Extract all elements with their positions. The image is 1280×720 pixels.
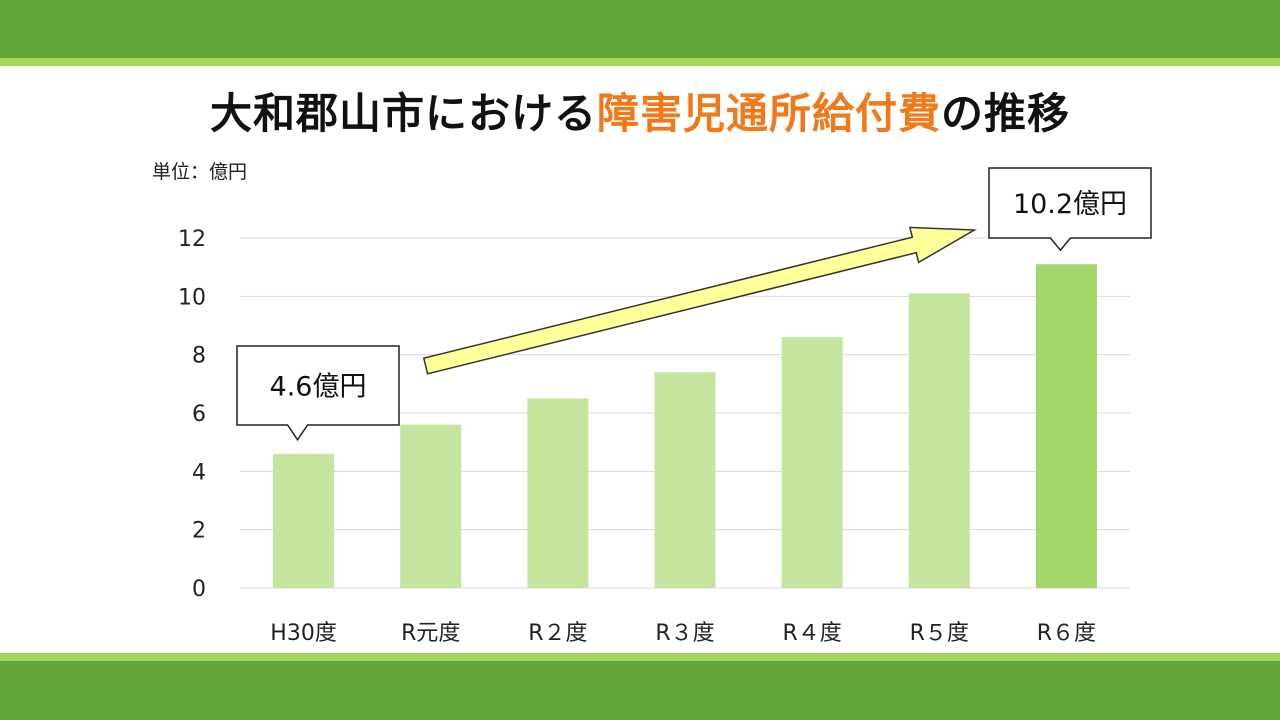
title-prefix: 大和郡山市における <box>209 89 597 138</box>
y-tick-label: 12 <box>178 227 206 252</box>
bar <box>781 337 843 588</box>
y-tick-label: 4 <box>192 460 206 485</box>
bar <box>908 293 970 588</box>
top-banner <box>0 0 1280 58</box>
callout-label: 4.6億円 <box>270 372 367 403</box>
unit-label: 単位：億円 <box>152 161 248 183</box>
bar <box>654 372 716 588</box>
y-tick-label: 2 <box>192 519 206 544</box>
bar <box>1035 264 1097 588</box>
x-tick-label: R元度 <box>401 621 460 646</box>
bar <box>400 424 462 588</box>
title-highlight: 障害児通所給付費 <box>596 89 941 138</box>
page-title: 大和郡山市における障害児通所給付費の推移 <box>0 80 1280 141</box>
y-tick-label: 6 <box>192 402 206 427</box>
callout-box <box>236 345 400 442</box>
bar <box>273 453 335 588</box>
bar <box>527 398 589 588</box>
y-tick-label: 10 <box>178 285 206 310</box>
trend-arrow <box>422 226 978 375</box>
x-tick-label: R４度 <box>782 621 841 646</box>
callout-box <box>988 167 1152 252</box>
top-accent-stripe <box>0 58 1280 66</box>
callout-label: 10.2億円 <box>1013 189 1127 220</box>
bottom-banner <box>0 661 1280 720</box>
title-suffix: の推移 <box>941 89 1071 138</box>
x-tick-label: R３度 <box>655 621 714 646</box>
x-tick-label: R５度 <box>910 621 969 646</box>
x-tick-label: R６度 <box>1037 621 1096 646</box>
x-tick-label: R２度 <box>528 621 587 646</box>
y-tick-label: 0 <box>192 577 206 602</box>
x-tick-label: H30度 <box>270 621 337 646</box>
bottom-accent-stripe <box>0 653 1280 661</box>
y-tick-label: 8 <box>192 344 206 369</box>
